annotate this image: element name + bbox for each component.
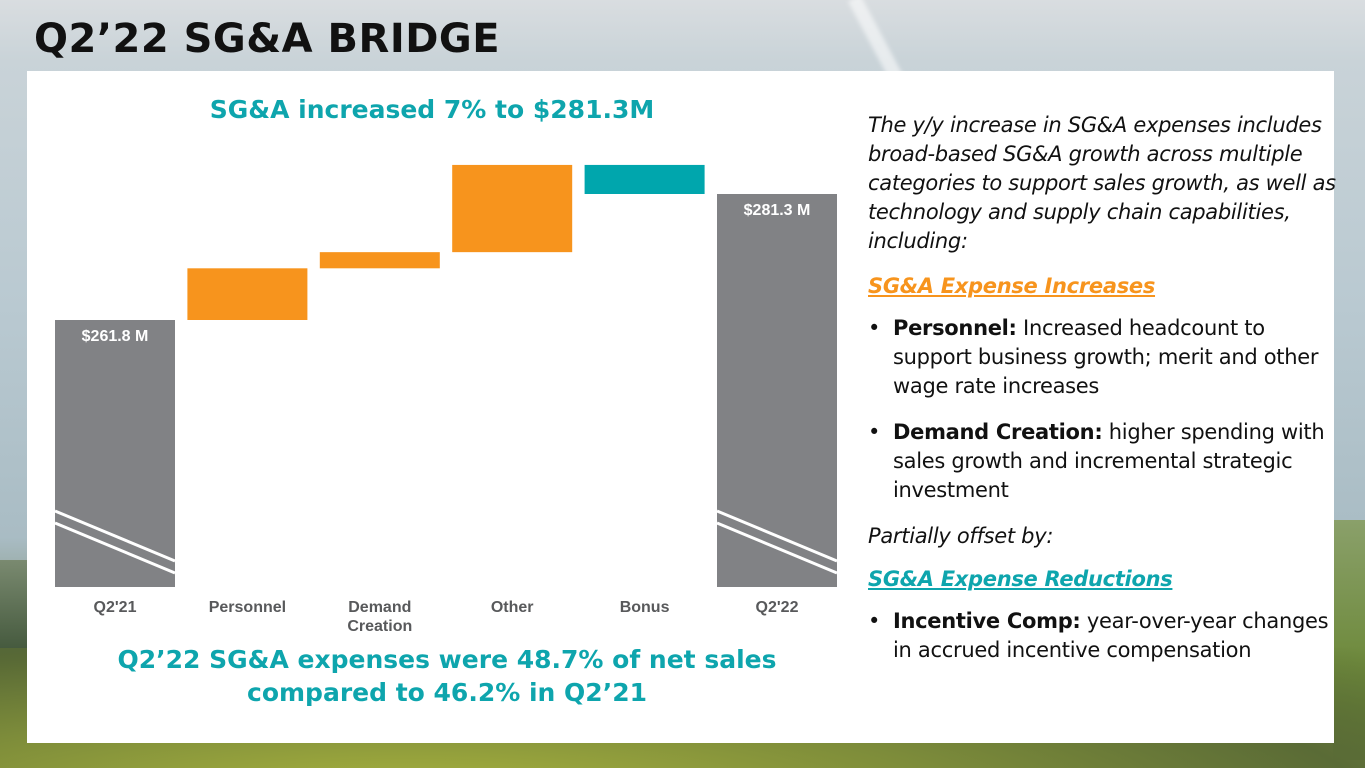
bullet-text: year-over-year changes in accrued incent… [893,609,1329,662]
bar-demand-creation [319,252,440,269]
axis-break-line [54,521,176,575]
offset-text: Partially offset by: [868,524,1054,548]
category-labels-group: Q2'21 Personnel Demand Creation Other Bonus Q2… [94,599,799,635]
sga-percent-footnote: Q2’22 SG&A expenses were 48.7% of net sa… [27,643,867,709]
bullet-label: Personnel: [893,316,1017,340]
bullet-icon: • [868,316,881,340]
tick-label-bonus: Bonus [620,599,670,616]
axis-break-line [54,509,176,563]
footnote-line-1: Q2’22 SG&A expenses were 48.7% of net sa… [117,645,777,674]
bullet-label: Incentive Comp: [893,609,1081,633]
chart-title: SG&A increased 7% to $281.3M [209,95,655,124]
data-label-q2-22: $281.3 M [744,202,811,219]
page-title: Q2’22 SG&A BRIDGE [34,16,501,62]
bar-other [452,164,573,253]
reductions-heading: SG&A Expense Reductions [868,567,1173,591]
bar-q2-21 [55,320,175,587]
commentary-panel: The y/y increase in SG&A expenses includ… [868,111,1338,682]
data-label-q2-21: $261.8 M [82,328,149,345]
bar-bonus [584,164,705,194]
bullet-text: higher spending with sales growth and in… [893,420,1325,502]
content-card: SG&A increased 7% to $281.3M $261.8 M $28… [27,71,1336,743]
bar-q2-22 [717,194,837,587]
increases-heading: SG&A Expense Increases [868,274,1156,298]
waterfall-chart: $261.8 M $281.3 M Q2'21 Personnel Demand Cre… [54,164,838,635]
tick-label-demand-creation: Demand Creation [347,599,412,635]
bullet-icon: • [868,420,881,444]
bullet-text: Increased headcount to support business … [893,316,1319,398]
tick-label-personnel: Personnel [209,599,286,616]
increase-bullet-personnel: • Personnel: Increased headcount to supp… [868,314,1338,401]
bar-personnel [187,268,308,320]
tick-label-q2-21: Q2'21 [94,599,137,616]
tick-label-q2-22: Q2'22 [756,599,799,616]
bullet-label: Demand Creation: [893,420,1103,444]
axis-break-line [716,521,838,575]
commentary-intro: The y/y increase in SG&A expenses includ… [868,113,1336,253]
axis-break-line [716,509,838,563]
bullet-icon: • [868,609,881,633]
increase-bullet-demand-creation: • Demand Creation: higher spending with … [868,418,1338,505]
reduction-bullet-incentive-comp: • Incentive Comp: year-over-year changes… [868,607,1338,665]
footnote-line-2: compared to 46.2% in Q2’21 [247,678,647,707]
bars-group: $261.8 M $281.3 M [54,164,838,587]
tick-label-other: Other [491,599,534,616]
